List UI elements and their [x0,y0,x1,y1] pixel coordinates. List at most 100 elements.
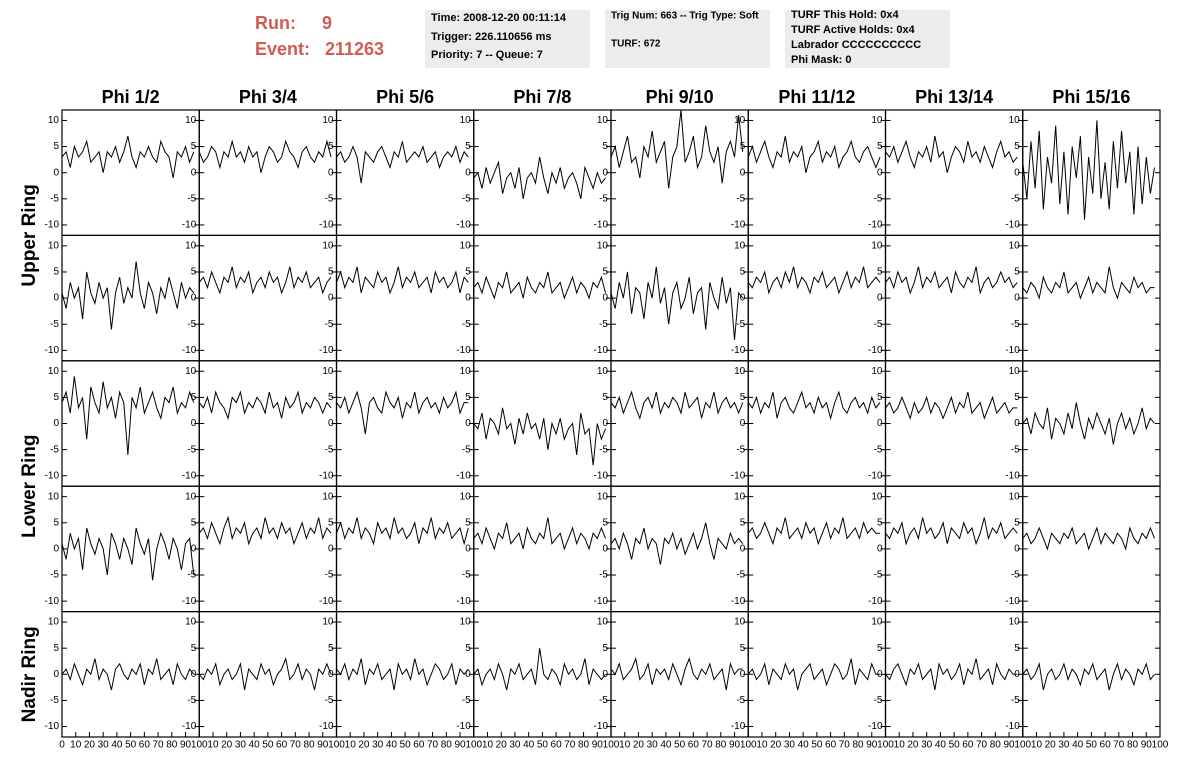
x-tick-label: 20 [221,740,233,751]
y-tick-label: -5 [187,444,196,455]
row-label: Lower Ring [19,434,40,537]
y-tick-label: -5 [874,695,883,706]
panel-frame [335,485,475,613]
x-tick-label: 60 [413,740,425,751]
waveform [885,517,1018,546]
waveform [747,658,881,691]
y-tick-label: 10 [322,617,334,628]
y-tick-label: -5 [1011,193,1020,204]
panel-frame [335,360,475,487]
y-tick-label: 0 [465,544,471,555]
waveform [198,390,332,421]
y-tick-label: -10 [1005,220,1020,231]
y-tick-label: -5 [50,570,59,581]
panel-frame [61,485,200,613]
column-header: Phi 3/4 [239,87,297,107]
y-tick-label: 5 [191,643,197,654]
y-tick-label: -10 [594,345,609,356]
panel-frame [198,109,338,237]
y-tick-label: 10 [185,115,197,126]
panel-frame [610,360,749,487]
x-tick-label: 10 [345,740,357,751]
y-tick-label: 0 [328,669,334,680]
x-tick-label: 100 [603,740,620,751]
y-tick-label: 10 [597,366,609,377]
x-tick-label: 80 [166,740,178,751]
y-tick-label: 0 [740,293,746,304]
y-tick-label: 0 [602,167,608,178]
x-tick-label: 60 [1100,740,1112,751]
y-tick-label: 5 [602,643,608,654]
y-tick-label: 10 [185,491,197,502]
x-tick-label: 70 [839,740,851,751]
y-tick-label: 0 [877,167,883,178]
column-header: Phi 1/2 [102,87,160,107]
y-tick-label: 10 [48,366,60,377]
waveform [336,141,469,184]
y-tick-label: 0 [53,167,59,178]
x-tick-label: 60 [551,740,563,751]
x-tick-label: 50 [811,740,823,751]
x-tick-label: 20 [633,740,645,751]
y-tick-label: -5 [1011,570,1020,581]
y-tick-label: -10 [182,345,197,356]
y-tick-label: 10 [322,491,334,502]
y-tick-label: -5 [736,193,745,204]
y-tick-label: 0 [1014,418,1020,429]
info-box [785,10,950,68]
waveform [198,656,332,691]
x-tick-label: 80 [1127,740,1139,751]
y-tick-label: 5 [877,141,883,152]
y-tick-label: 10 [871,617,883,628]
x-tick-label: 60 [962,740,974,751]
x-tick-label: 70 [564,740,576,751]
x-tick-label: 100 [877,740,894,751]
y-tick-label: 5 [740,141,746,152]
panel-frame [198,360,338,487]
x-tick-label: 40 [249,740,261,751]
y-tick-label: 5 [191,267,197,278]
x-tick-label: 100 [740,740,757,751]
panel-frame [747,234,887,362]
y-tick-label: 5 [465,517,471,528]
x-tick-label: 100 [1014,740,1031,751]
column-header: Phi 15/16 [1052,87,1130,107]
y-tick-label: 0 [53,293,59,304]
y-tick-label: 0 [53,418,59,429]
y-tick-label: 5 [53,517,59,528]
panel-frame [747,109,887,237]
x-tick-label: 90 [592,740,604,751]
x-tick-label: 90 [1003,740,1015,751]
x-tick-label: 50 [262,740,274,751]
column-header: Phi 7/8 [513,87,571,107]
y-tick-label: -5 [599,695,608,706]
x-tick-label: 10 [619,740,631,751]
x-tick-label: 10 [1031,740,1043,751]
x-tick-label: 30 [784,740,796,751]
y-tick-label: -10 [868,345,883,356]
waveform [336,517,469,546]
panel-frame [61,610,200,738]
y-tick-label: 5 [53,643,59,654]
y-tick-label: -10 [456,470,471,481]
info-line: Time: 2008-12-20 00:11:14 [431,12,567,24]
panel-frame [884,610,1024,738]
y-tick-label: 5 [740,392,746,403]
y-tick-label: 0 [191,293,197,304]
row-label: Upper Ring [19,184,40,286]
waveform [61,376,195,455]
y-tick-label: -10 [319,721,334,732]
y-tick-label: 0 [328,418,334,429]
x-tick-label: 60 [276,740,288,751]
y-tick-label: 0 [465,669,471,680]
info-box [425,10,590,68]
y-tick-label: 10 [734,240,746,251]
waveform [747,390,881,421]
x-tick-label: 40 [935,740,947,751]
y-tick-label: 5 [53,267,59,278]
y-tick-label: -5 [187,695,196,706]
y-tick-label: 5 [602,141,608,152]
x-tick-label: 50 [537,740,549,751]
info-line: Phi Mask: 0 [791,54,852,66]
waveform [473,407,606,466]
